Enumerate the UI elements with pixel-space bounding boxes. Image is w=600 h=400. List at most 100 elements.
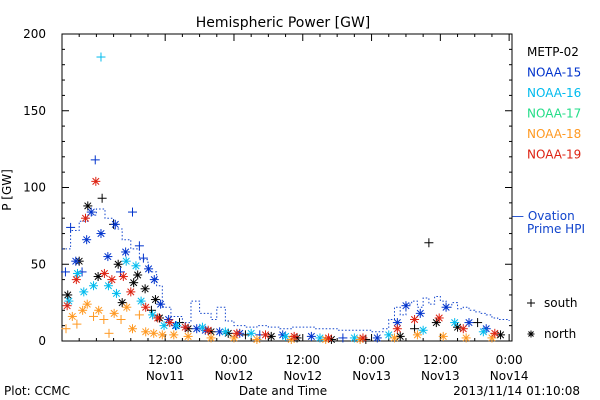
marker-part <box>350 334 358 342</box>
marker-part <box>462 334 470 342</box>
y-tick-label: 100 <box>23 181 46 195</box>
noaa-15-point <box>134 241 144 251</box>
marker-part <box>459 325 467 333</box>
marker-part <box>432 318 440 327</box>
marker-part <box>122 257 130 265</box>
noaa-16-point <box>315 333 325 343</box>
marker-part <box>142 303 150 311</box>
marker-part <box>142 328 150 336</box>
noaa-19-point <box>141 302 151 312</box>
marker-part <box>453 323 462 331</box>
noaa-18-point <box>109 308 119 318</box>
noaa-15-point <box>144 264 154 274</box>
noaa-18-point <box>99 315 109 325</box>
marker-part <box>148 311 157 319</box>
marker-part <box>393 325 401 333</box>
marker-part <box>150 329 158 337</box>
noaa-16-point <box>418 325 428 335</box>
x-tick-date: Nov14 <box>490 369 529 383</box>
marker-legend-south <box>527 299 535 307</box>
noaa-15-point <box>441 302 451 312</box>
marker-part <box>293 334 301 342</box>
marker-part <box>198 323 207 331</box>
marker-part <box>87 208 95 216</box>
legend-series: NOAA-17 <box>527 107 581 121</box>
metp-02-point <box>113 259 123 269</box>
marker-legend-north <box>527 330 535 338</box>
y-tick-label: 200 <box>23 27 46 41</box>
noaa-16-point <box>246 328 256 338</box>
marker-part <box>451 318 459 327</box>
marker-part <box>267 332 275 340</box>
marker-part <box>122 248 130 256</box>
noaa-18-point <box>183 331 193 341</box>
noaa-18-point <box>157 330 167 340</box>
marker-part <box>119 272 127 281</box>
metp-02-point <box>453 322 463 332</box>
noaa-18-point <box>438 331 448 341</box>
x-tick-time: 12:00 <box>423 353 458 367</box>
noaa-19-point <box>126 287 136 297</box>
x-axis-label: Date and Time <box>239 384 327 398</box>
marker-part <box>390 334 399 342</box>
marker-part <box>80 288 88 296</box>
noaa-16-point <box>450 318 460 328</box>
marker-part <box>416 309 424 317</box>
noaa-15-point <box>121 247 131 257</box>
noaa-16-point <box>349 333 359 343</box>
noaa-16-point <box>197 322 207 332</box>
noaa-16-point <box>281 331 291 341</box>
noaa-19-point <box>392 324 402 334</box>
marker-part <box>410 315 419 324</box>
marker-part <box>166 318 174 327</box>
marker-part <box>79 306 87 314</box>
marker-part <box>128 325 137 333</box>
noaa-18-point <box>252 334 262 344</box>
footer-timestamp: 2013/11/14 01:10:08 <box>453 384 580 398</box>
noaa-15-point <box>82 235 92 245</box>
marker-part <box>154 314 162 322</box>
marker-part <box>72 257 80 265</box>
noaa-16-point <box>220 327 230 337</box>
noaa-16-point <box>136 296 146 306</box>
noaa-18-point <box>104 328 114 338</box>
x-tick-time: 0:00 <box>496 353 523 367</box>
noaa-19-point <box>91 176 101 186</box>
noaa-18-point <box>141 327 151 337</box>
marker-part <box>207 334 215 342</box>
noaa-15-point <box>192 324 202 334</box>
noaa-19-point <box>458 324 468 334</box>
marker-part <box>528 331 534 337</box>
noaa-19-point <box>410 315 420 325</box>
marker-part <box>151 295 160 304</box>
y-axis-label: P [GW] <box>0 169 14 211</box>
marker-part <box>488 334 496 342</box>
noaa-15-point <box>464 318 474 328</box>
noaa-15-point <box>338 333 348 343</box>
marker-part <box>247 329 255 337</box>
marker-part <box>100 269 109 278</box>
marker-part <box>402 302 410 310</box>
marker-part <box>84 202 92 210</box>
metp-02-point <box>129 278 139 288</box>
marker-part <box>137 297 145 305</box>
noaa-19-point <box>71 275 81 285</box>
marker-part <box>173 322 181 330</box>
metp-02-point <box>240 330 250 340</box>
legend-series: NOAA-15 <box>527 66 581 80</box>
footer-source: Plot: CCMC <box>4 384 70 398</box>
data-points <box>60 52 506 344</box>
marker-part <box>104 282 113 290</box>
noaa-19-point <box>107 275 117 285</box>
ovation-prime-hpi-line <box>62 208 510 333</box>
marker-part <box>64 291 72 299</box>
noaa-15-point <box>86 207 96 217</box>
marker-part <box>359 334 367 342</box>
noaa-19-point <box>490 328 500 338</box>
marker-part <box>442 303 450 311</box>
noaa-15-point <box>110 219 120 229</box>
marker-part <box>181 323 189 331</box>
marker-part <box>224 329 232 337</box>
noaa-15-point <box>60 267 70 277</box>
noaa-19-point <box>180 322 190 332</box>
